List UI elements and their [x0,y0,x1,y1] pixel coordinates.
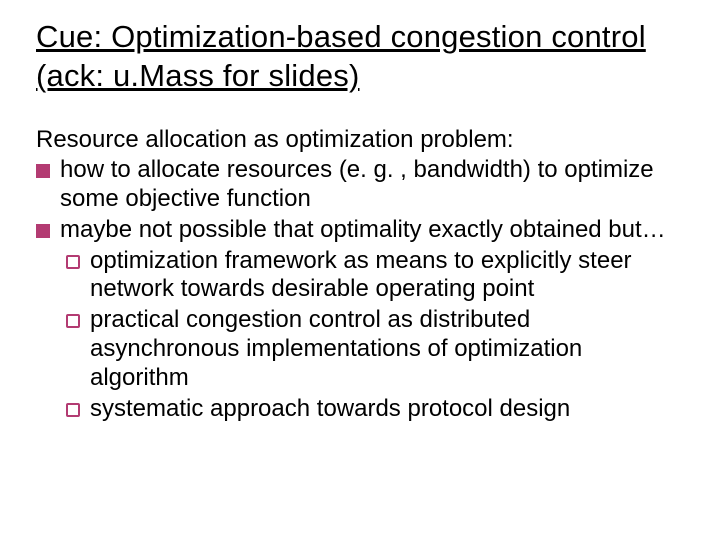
sub-list-item-text: systematic approach towards protocol des… [90,395,684,424]
slide-title: Cue: Optimization-based congestion contr… [36,18,684,96]
sub-list-item: systematic approach towards protocol des… [66,395,684,424]
square-bullet-icon [36,164,50,178]
list-item-text: how to allocate resources (e. g. , bandw… [60,156,684,214]
lead-text: Resource allocation as optimization prob… [36,126,684,155]
sub-list-item-text: practical congestion control as distribu… [90,306,684,392]
square-bullet-icon [36,224,50,238]
sub-list-item: practical congestion control as distribu… [66,306,684,392]
list-item-text: maybe not possible that optimality exact… [60,216,684,245]
list-item: how to allocate resources (e. g. , bandw… [36,156,684,214]
square-outline-bullet-icon [66,255,80,269]
list-item: maybe not possible that optimality exact… [36,216,684,245]
slide-body: Resource allocation as optimization prob… [36,126,684,424]
square-outline-bullet-icon [66,314,80,328]
slide: Cue: Optimization-based congestion contr… [0,0,720,423]
square-outline-bullet-icon [66,403,80,417]
sub-list-item: optimization framework as means to expli… [66,247,684,305]
sub-list-item-text: optimization framework as means to expli… [90,247,684,305]
